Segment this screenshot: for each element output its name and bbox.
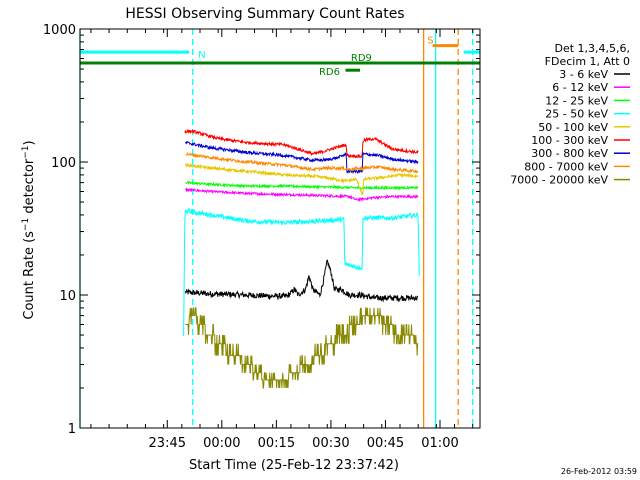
x-tick-label-00-00: 00:00 <box>203 436 240 451</box>
footer-timestamp: 26-Feb-2012 03:59 <box>561 467 637 476</box>
y-axis-label-sup1: −1 <box>21 218 31 231</box>
y-axis-label-sup2: −1 <box>21 145 31 158</box>
y-axis-label-pre: Count Rate (s <box>22 231 37 320</box>
legend-header-2: FDecim 1, Att 0 <box>545 55 630 68</box>
y-tick-label-10: 10 <box>59 289 76 304</box>
legend-label-7000-20000-kev: 7000 - 20000 keV <box>510 174 608 187</box>
legend-label-300-800-kev: 300 - 800 keV <box>531 147 608 160</box>
plot-area: N S RD9 RD6 <box>79 29 480 428</box>
legend-label-3-6-kev: 3 - 6 keV <box>559 68 608 81</box>
y-axis-label-mid: detector <box>22 158 37 218</box>
legend-label-6-12-kev: 6 - 12 keV <box>552 81 608 94</box>
x-tick-label-00-45: 00:45 <box>367 436 404 451</box>
legend-label-25-50-kev: 25 - 50 keV <box>545 108 608 121</box>
series-line-25-50-kev <box>183 207 420 336</box>
x-tick-label-00-15: 00:15 <box>258 436 295 451</box>
legend-label-50-100-kev: 50 - 100 keV <box>538 121 608 134</box>
axes: 1 10 100 1000 23:45 00:00 00:15 00:30 00:45 01:00 <box>43 23 481 451</box>
series-line-6-12-kev <box>185 187 419 203</box>
status-label-n: N <box>198 50 205 61</box>
status-label-rd9: RD9 <box>351 53 372 64</box>
y-tick-label-1: 1 <box>68 422 76 437</box>
legend-header-1: Det 1,3,4,5,6, <box>554 42 630 55</box>
status-label-rd6: RD6 <box>319 67 340 78</box>
x-tick-label-00-30: 00:30 <box>312 436 349 451</box>
series-line-3-6-kev <box>184 259 419 303</box>
y-tick-label-100: 100 <box>51 156 76 171</box>
y-tick-label-1000: 1000 <box>43 23 76 38</box>
y-axis-label-post: ) <box>22 140 37 145</box>
legend: Det 1,3,4,5,6, FDecim 1, Att 0 3 - 6 keV… <box>510 42 630 187</box>
legend-label-100-300-kev: 100 - 300 keV <box>531 134 608 147</box>
x-tick-label-23-45: 23:45 <box>149 436 186 451</box>
series-line-800-7000-kev <box>185 151 419 174</box>
legend-label-800-7000-kev: 800 - 7000 keV <box>524 160 608 173</box>
x-axis-label: Start Time (25-Feb-12 23:37:42) <box>189 458 399 473</box>
legend-label-12-25-kev: 12 - 25 keV <box>545 94 608 107</box>
series-line-12-25-kev <box>185 180 419 191</box>
series-line-100-300-kev <box>184 128 419 159</box>
y-axis-label: Count Rate (s−1 detector−1) <box>21 140 37 319</box>
series-line-7000-20000-kev <box>185 307 419 389</box>
chart-title: HESSI Observing Summary Count Rates <box>125 6 404 22</box>
plot-frame <box>79 28 481 429</box>
status-label-s: S <box>427 36 433 47</box>
series-line-50-100-kev <box>184 162 419 196</box>
series-line-300-800-kev <box>185 140 419 175</box>
x-tick-label-01-00: 01:00 <box>421 436 458 451</box>
